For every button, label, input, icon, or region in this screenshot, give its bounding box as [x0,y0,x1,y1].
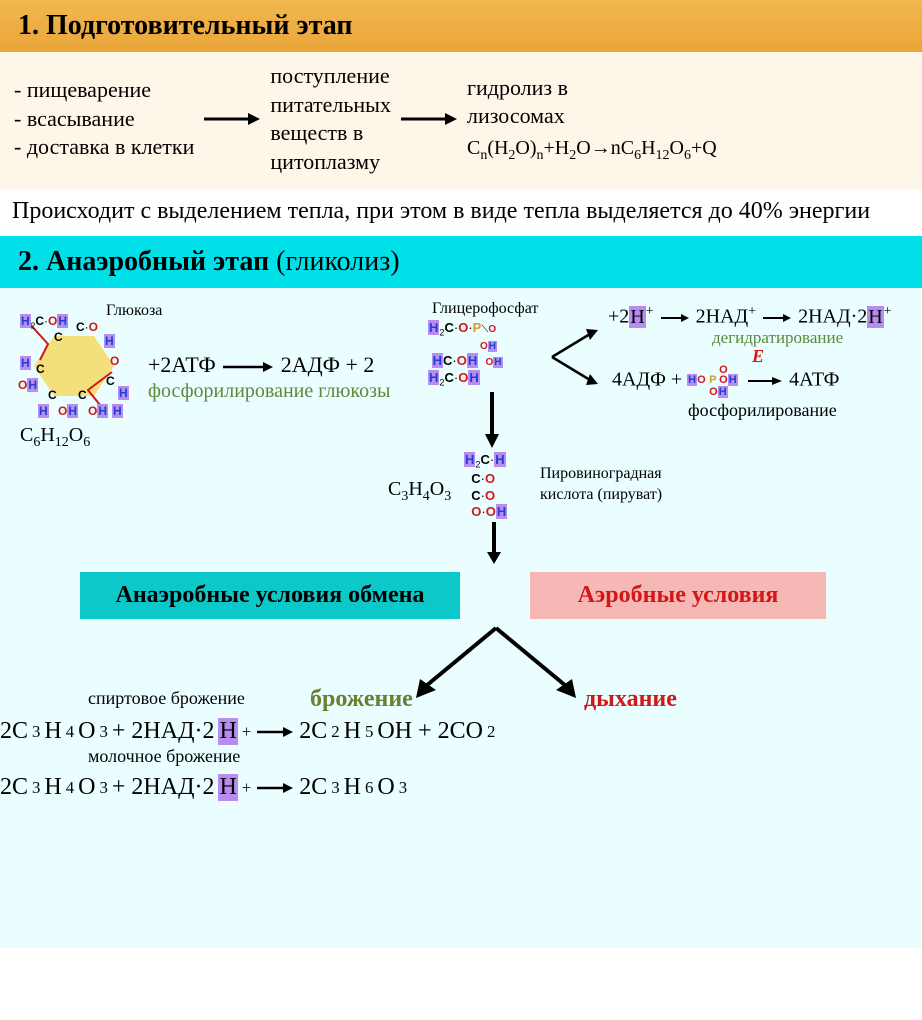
branch-arrows-icon [548,322,608,392]
top-branch: +2H+ 2НАД+ 2НАД·2H+ [608,304,892,329]
plus2h: +2 [608,306,629,328]
glucose-formula: C6H12O6 [20,424,90,451]
arrow-icon [202,109,262,129]
anaerobic-box: Анаэробные условия обмена [80,572,460,619]
eq1-right: 2АДФ + 2 [281,352,375,377]
nad-plus: 2НАД [696,306,749,328]
bottom-branch: 4АДФ + HO P O OH OH 4АТФ [612,364,839,398]
col2-line2: питательных [270,91,391,120]
alcohol-equation: 2C3H4O3+ 2НАД·2H+ 2C2H5OH + 2CO2 [0,718,495,745]
stage1-body: - пищеварение - всасывание - доставка в … [0,52,922,190]
glucose-label: Глюкоза [106,302,162,320]
eq1: +2АТФ 2АДФ + 2 [148,352,374,378]
glycerophosphate-label: Глицерофосфат [432,300,538,318]
alcohol-ferm-label: спиртовое брожение [88,688,245,709]
nad-2h: 2НАД·2 [798,306,867,328]
pyruvate-formula: C3H4O3 [388,478,451,505]
split-arrows-icon [396,624,596,704]
hydrolysis-formula: Cn(H2O)n+H2O→nC6H12O6+Q [467,135,717,165]
lactic-equation: 2C3H4O3+ 2НАД·2H+ 2C3H6O3 [0,774,407,801]
aerobic-box-text: Аэробные условия [578,582,779,608]
stage2-body: H2C·OH C·O C H O H C C OH C C H H OH OH … [0,288,922,948]
col2-line4: цитоплазму [270,148,391,177]
col1-line1: - пищеварение [14,76,194,105]
glucose-molecule: H2C·OH C·O C H O H C C OH C C H H OH OH … [18,314,138,414]
col1-line2: - всасывание [14,105,194,134]
eq1-left: +2АТФ [148,352,216,377]
stage2-header: 2. Анаэробный этап (гликолиз) [0,236,922,288]
fermentation-label: брожение [310,686,413,713]
stage1-col1: - пищеварение - всасывание - доставка в … [14,76,194,162]
adp4: 4АДФ + [612,369,682,391]
stage1-col2: поступление питательных веществ в цитопл… [270,62,391,176]
pyruvate-name2: кислота (пируват) [540,485,662,506]
stage1-title: 1. Подготовительный этап [18,10,353,41]
h-ion: H [629,306,645,328]
phosphorylation-label: фосфорилирование [688,400,837,421]
h-ion2: H [867,306,883,328]
atp4: 4АТФ [789,369,839,391]
aerobic-box: Аэробные условия [530,572,826,619]
respiration-label: дыхание [584,686,677,713]
phosphorylation-glucose-label: фосфорилирование глюкозы [148,380,390,403]
stage1-flow: - пищеварение - всасывание - доставка в … [14,62,908,176]
col3-line2: лизосомах [467,102,717,131]
col2-line3: веществ в [270,119,391,148]
stage1-col3: гидролиз в лизосомах Cn(H2O)n+H2O→nC6H12… [467,74,717,165]
pyruvate-name: Пировиноградная кислота (пируват) [540,464,662,506]
col1-line3: - доставка в клетки [14,133,194,162]
col3-line1: гидролиз в [467,74,717,103]
arrow-icon [399,109,459,129]
lactic-ferm-label: молочное брожение [88,746,240,767]
arrow-down-icon [482,390,502,450]
stage2-title-paren: (гликолиз) [276,246,400,277]
dehydration-label: дегидратирование [712,328,843,348]
anaerobic-box-text: Анаэробные условия обмена [116,582,425,608]
stage1-header: 1. Подготовительный этап [0,0,922,52]
glycerophosphate-molecule: H2C·O·P⟍O OH HC·OH OH H2C·OH [428,320,503,389]
pyruvate-name1: Пировиноградная [540,464,662,485]
arrow-down-icon [484,520,504,566]
stage1-paragraph: Происходит с выделением тепла, при этом … [0,190,922,236]
col2-line1: поступление [270,62,391,91]
stage2-title-main: 2. Анаэробный этап [18,246,276,277]
